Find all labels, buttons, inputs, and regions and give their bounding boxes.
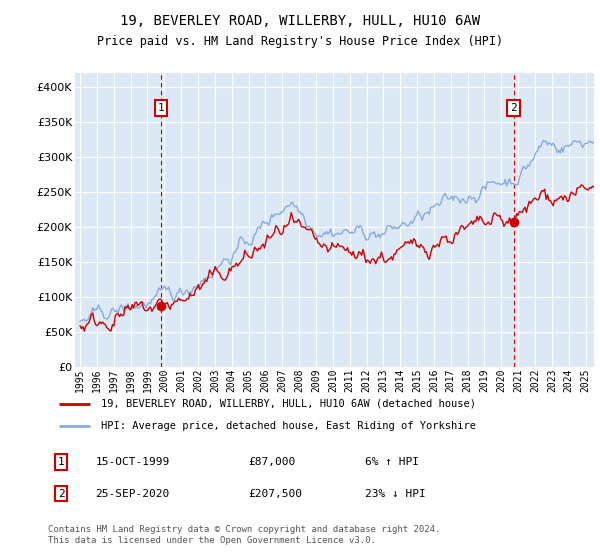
Text: 19, BEVERLEY ROAD, WILLERBY, HULL, HU10 6AW: 19, BEVERLEY ROAD, WILLERBY, HULL, HU10 …	[120, 14, 480, 28]
Text: 19, BEVERLEY ROAD, WILLERBY, HULL, HU10 6AW (detached house): 19, BEVERLEY ROAD, WILLERBY, HULL, HU10 …	[101, 399, 476, 409]
Text: 1: 1	[58, 457, 65, 467]
Text: £87,000: £87,000	[248, 457, 296, 467]
Text: HPI: Average price, detached house, East Riding of Yorkshire: HPI: Average price, detached house, East…	[101, 421, 476, 431]
Text: 25-SEP-2020: 25-SEP-2020	[95, 488, 170, 498]
Text: 1: 1	[157, 103, 164, 113]
Text: Contains HM Land Registry data © Crown copyright and database right 2024.
This d: Contains HM Land Registry data © Crown c…	[48, 525, 440, 545]
Text: 2: 2	[510, 103, 517, 113]
Text: 23% ↓ HPI: 23% ↓ HPI	[365, 488, 425, 498]
Text: £207,500: £207,500	[248, 488, 302, 498]
Text: 15-OCT-1999: 15-OCT-1999	[95, 457, 170, 467]
Text: Price paid vs. HM Land Registry's House Price Index (HPI): Price paid vs. HM Land Registry's House …	[97, 35, 503, 48]
Text: 6% ↑ HPI: 6% ↑ HPI	[365, 457, 419, 467]
Text: 2: 2	[58, 488, 65, 498]
